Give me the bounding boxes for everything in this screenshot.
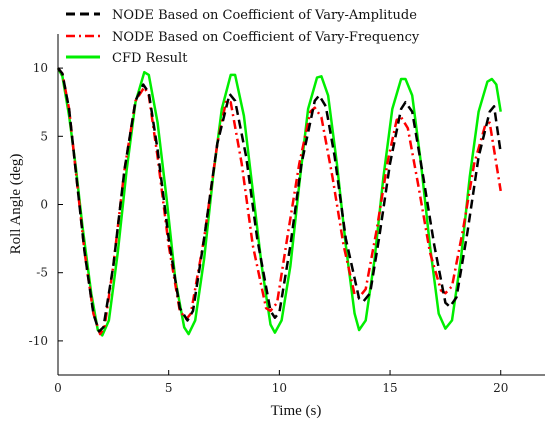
y-tick-label: 10 <box>33 61 48 75</box>
legend-entry-cfd: CFD Result <box>66 51 188 66</box>
axes: 0 5 10 15 20 -10 -5 0 5 10 <box>29 34 545 395</box>
x-tick-label: 10 <box>272 381 287 395</box>
series-line-vary-amplitude <box>57 67 502 333</box>
legend-entry-vary-amplitude: NODE Based on Coefficient of Vary-Amplit… <box>66 8 417 23</box>
y-axis-label: Roll Angle (deg) <box>8 154 24 255</box>
y-tick-label: 0 <box>40 198 48 212</box>
legend-label-vary-amplitude: NODE Based on Coefficient of Vary-Amplit… <box>112 8 417 23</box>
x-tick-label: 15 <box>382 381 397 395</box>
x-tick-label: 5 <box>165 381 173 395</box>
legend-label-vary-frequency: NODE Based on Coefficient of Vary-Freque… <box>112 30 420 45</box>
x-tick-label: 20 <box>493 381 508 395</box>
legend-entry-vary-frequency: NODE Based on Coefficient of Vary-Freque… <box>66 30 420 45</box>
x-tick-label: 0 <box>54 381 62 395</box>
x-axis-label: Time (s) <box>271 403 322 419</box>
plot-area <box>56 67 502 337</box>
legend-label-cfd: CFD Result <box>112 51 188 66</box>
legend: NODE Based on Coefficient of Vary-Amplit… <box>66 8 420 66</box>
y-tick-label: -10 <box>29 334 48 348</box>
y-tick-label: 5 <box>40 129 48 143</box>
y-tick-label: -5 <box>36 266 48 280</box>
